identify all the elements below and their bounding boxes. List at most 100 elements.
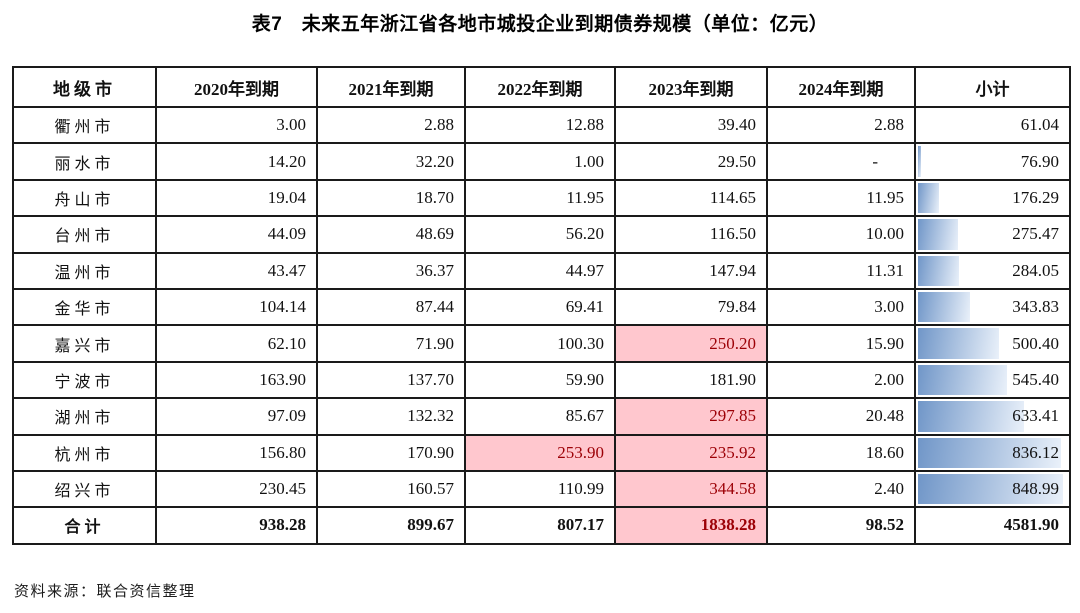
city-cell: 宁波市	[12, 360, 157, 400]
value-cell: 29.50	[614, 142, 768, 181]
table-row: 绍兴市 230.45 160.57 110.99 344.58 2.40 848…	[12, 469, 1071, 509]
city-cell: 杭州市	[12, 433, 157, 472]
subtotal-data-bar	[918, 291, 971, 323]
value-cell: 97.09	[155, 397, 318, 436]
column-header-subtotal: 小计	[914, 66, 1071, 108]
value-cell: 116.50	[614, 215, 768, 254]
value-cell: 11.31	[766, 251, 916, 290]
value-cell: 344.58	[614, 469, 768, 509]
subtotal-cell: 176.29	[914, 178, 1071, 218]
value-cell: 32.20	[316, 142, 466, 181]
subtotal-data-bar	[918, 146, 921, 177]
value-cell: 235.92	[614, 433, 768, 472]
value-cell: 807.17	[464, 506, 616, 545]
subtotal-value: 284.05	[1012, 260, 1059, 280]
value-cell: 12.88	[464, 105, 616, 145]
value-cell: 44.97	[464, 251, 616, 290]
value-cell: 163.90	[155, 360, 318, 400]
column-header-2020: 2020年到期	[155, 66, 318, 108]
table-row: 金华市 104.14 87.44 69.41 79.84 3.00 343.83	[12, 287, 1071, 327]
subtotal-cell: 275.47	[914, 215, 1071, 254]
table-row: 丽水市 14.20 32.20 1.00 29.50 - 76.90	[12, 142, 1071, 181]
subtotal-value: 61.04	[1020, 115, 1059, 135]
subtotal-value: 848.99	[1012, 479, 1059, 499]
value-cell: 137.70	[316, 360, 466, 400]
value-cell: 85.67	[464, 397, 616, 436]
value-cell: 11.95	[464, 178, 616, 218]
subtotal-data-bar	[918, 219, 958, 250]
value-cell: 11.95	[766, 178, 916, 218]
column-header-city: 地级市	[12, 66, 157, 108]
subtotal-data-bar	[918, 182, 940, 214]
value-cell: 899.67	[316, 506, 466, 545]
subtotal-cell: 76.90	[914, 142, 1071, 181]
subtotal-data-bar	[918, 437, 1061, 468]
city-cell: 湖州市	[12, 397, 157, 436]
city-cell: 台州市	[12, 215, 157, 254]
table-row: 温州市 43.47 36.37 44.97 147.94 11.31 284.0…	[12, 251, 1071, 290]
value-cell: 59.90	[464, 360, 616, 400]
table-row: 衢州市 3.00 2.88 12.88 39.40 2.88 61.04	[12, 105, 1071, 145]
total-row: 合计 938.28 899.67 807.17 1838.28 98.52 45…	[12, 506, 1071, 545]
table-row: 台州市 44.09 48.69 56.20 116.50 10.00 275.4…	[12, 215, 1071, 254]
subtotal-data-bar	[918, 473, 1064, 505]
subtotal-value: 176.29	[1012, 187, 1059, 207]
subtotal-value: 545.40	[1012, 369, 1059, 389]
value-cell: 69.41	[464, 287, 616, 327]
value-cell: 181.90	[614, 360, 768, 400]
value-cell: 79.84	[614, 287, 768, 327]
value-cell: 2.00	[766, 360, 916, 400]
value-cell: 2.40	[766, 469, 916, 509]
value-cell: 19.04	[155, 178, 318, 218]
subtotal-cell: 284.05	[914, 251, 1071, 290]
subtotal-data-bar	[918, 255, 960, 286]
subtotal-cell: 4581.90	[914, 506, 1071, 545]
value-cell: -	[766, 142, 916, 181]
subtotal-cell: 500.40	[914, 324, 1071, 363]
value-cell: 44.09	[155, 215, 318, 254]
value-cell: 14.20	[155, 142, 318, 181]
value-cell: 18.60	[766, 433, 916, 472]
subtotal-value: 343.83	[1012, 297, 1059, 317]
value-cell: 3.00	[155, 105, 318, 145]
subtotal-value: 633.41	[1012, 406, 1059, 426]
column-header-2022: 2022年到期	[464, 66, 616, 108]
value-cell: 15.90	[766, 324, 916, 363]
subtotal-cell: 545.40	[914, 360, 1071, 400]
subtotal-data-bar	[918, 328, 1000, 359]
subtotal-value: 76.90	[1020, 151, 1059, 171]
header-row: 地级市 2020年到期 2021年到期 2022年到期 2023年到期 2024…	[12, 66, 1071, 108]
city-cell: 丽水市	[12, 142, 157, 181]
value-cell: 938.28	[155, 506, 318, 545]
value-cell: 1.00	[464, 142, 616, 181]
column-header-2021: 2021年到期	[316, 66, 466, 108]
city-cell: 衢州市	[12, 105, 157, 145]
value-cell: 170.90	[316, 433, 466, 472]
value-cell: 43.47	[155, 251, 318, 290]
value-cell: 3.00	[766, 287, 916, 327]
column-header-2024: 2024年到期	[766, 66, 916, 108]
table-title: 表7 未来五年浙江省各地市城投企业到期债券规模（单位：亿元）	[251, 14, 829, 35]
value-cell: 39.40	[614, 105, 768, 145]
value-cell: 2.88	[766, 105, 916, 145]
city-cell: 舟山市	[12, 178, 157, 218]
value-cell: 250.20	[614, 324, 768, 363]
value-cell: 297.85	[614, 397, 768, 436]
table-row: 宁波市 163.90 137.70 59.90 181.90 2.00 545.…	[12, 360, 1071, 400]
value-cell: 2.88	[316, 105, 466, 145]
subtotal-data-bar	[918, 401, 1024, 432]
value-cell: 18.70	[316, 178, 466, 218]
value-cell: 230.45	[155, 469, 318, 509]
city-cell: 温州市	[12, 251, 157, 290]
value-cell: 10.00	[766, 215, 916, 254]
source-note: 资料来源：联合资信整理	[14, 584, 196, 600]
value-cell: 110.99	[464, 469, 616, 509]
city-cell: 金华市	[12, 287, 157, 327]
value-cell: 100.30	[464, 324, 616, 363]
value-cell: 36.37	[316, 251, 466, 290]
value-cell: 20.48	[766, 397, 916, 436]
subtotal-value: 275.47	[1012, 224, 1059, 244]
value-cell: 56.20	[464, 215, 616, 254]
city-cell: 嘉兴市	[12, 324, 157, 363]
